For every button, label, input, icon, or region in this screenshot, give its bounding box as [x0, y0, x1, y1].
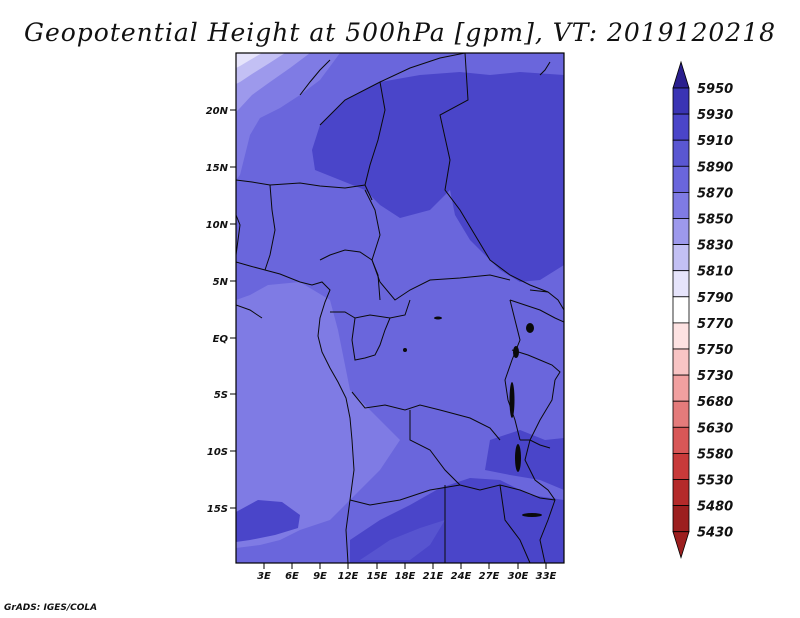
- lon-tick-27E: 27E: [479, 563, 500, 582]
- lakes: [403, 316, 542, 517]
- colorbar-swatch: [672, 139, 690, 167]
- colorbar-label: 5630: [697, 421, 733, 436]
- lon-tick-21E: 21E: [423, 563, 444, 582]
- grads-credit: GrADS: IGES/COLA: [4, 603, 98, 613]
- lon-label-15E: 15E: [367, 571, 388, 582]
- lon-tick-3E: 3E: [257, 563, 271, 582]
- contour-band-5850: [236, 282, 400, 548]
- colorbar-swatch: [672, 374, 690, 402]
- lat-label-5S: 5S: [214, 390, 228, 401]
- lat-tick-15S: 15S: [207, 504, 236, 515]
- colorbar-swatch: [672, 87, 690, 115]
- colorbar-label: 5850: [697, 213, 733, 228]
- lat-axis: 20N 15N 10N 5N EQ 5S: [206, 106, 236, 515]
- lon-tick-30E: 30E: [508, 563, 529, 582]
- lon-label-27E: 27E: [479, 571, 500, 582]
- colorbar-label: 5730: [697, 369, 733, 384]
- colorbar-swatch: [672, 348, 690, 376]
- lat-tick-EQ: EQ: [213, 334, 236, 345]
- colorbar-top-arrow: [672, 60, 690, 89]
- lat-tick-15N: 15N: [206, 163, 236, 174]
- colorbar-label: 5770: [697, 317, 733, 332]
- contour-band-5790: [236, 53, 262, 68]
- lon-tick-12E: 12E: [338, 563, 359, 582]
- lat-label-10S: 10S: [207, 447, 228, 458]
- lon-label-6E: 6E: [285, 571, 299, 582]
- lat-tick-20N: 20N: [206, 106, 236, 117]
- colorbar-label: 5890: [697, 160, 733, 175]
- colorbar-swatch: [672, 479, 690, 507]
- contour-fill: [236, 53, 564, 563]
- colorbar-label: 5750: [697, 343, 733, 358]
- contour-band-5890-sw: [236, 500, 300, 542]
- colorbar-swatch: [672, 426, 690, 454]
- contour-band-5880-south: [360, 520, 445, 560]
- lon-label-12E: 12E: [338, 571, 359, 582]
- lon-tick-9E: 9E: [313, 563, 327, 582]
- lat-label-15N: 15N: [206, 163, 229, 174]
- lon-label-21E: 21E: [423, 571, 444, 582]
- lon-tick-33E: 33E: [536, 563, 557, 582]
- lon-tick-6E: 6E: [285, 563, 299, 582]
- lon-tick-18E: 18E: [395, 563, 416, 582]
- colorbar-label: 5530: [697, 474, 733, 489]
- lon-label-3E: 3E: [257, 571, 271, 582]
- colorbar-label: 5480: [697, 500, 733, 515]
- contour-band-5890-north: [312, 72, 564, 282]
- lat-label-EQ: EQ: [213, 334, 229, 345]
- colorbar-swatch: [672, 296, 690, 324]
- colorbar-label: 5810: [697, 265, 733, 280]
- map-panel: 20N 15N 10N 5N EQ 5S: [206, 52, 565, 582]
- colorbar-label: 5830: [697, 239, 733, 254]
- map-frame: [235, 52, 565, 564]
- lat-label-10N: 10N: [206, 220, 229, 231]
- colorbar-label: 5930: [697, 108, 733, 123]
- colorbar-swatch: [672, 113, 690, 141]
- lon-tick-24E: 24E: [451, 563, 472, 582]
- colorbar: 5950 5930 5910 5890 5870 5850 5830 5810 5790 5770…: [672, 60, 733, 560]
- colorbar-swatch: [672, 505, 690, 533]
- colorbar-swatch: [672, 165, 690, 193]
- country-borders: [236, 53, 564, 563]
- lon-tick-15E: 15E: [367, 563, 388, 582]
- colorbar-swatch: [672, 400, 690, 428]
- colorbar-label: 5910: [697, 134, 733, 149]
- colorbar-swatch: [672, 218, 690, 246]
- colorbar-swatch: [672, 322, 690, 350]
- lat-tick-5S: 5S: [214, 390, 236, 401]
- lon-axis: 3E 6E 9E 12E 15E 18E 21E 24E 27E 30E 33E: [257, 563, 557, 582]
- lon-label-33E: 33E: [536, 571, 557, 582]
- colorbar-swatch: [672, 244, 690, 272]
- lon-label-30E: 30E: [508, 571, 529, 582]
- colorbar-bottom-arrow: [672, 531, 690, 560]
- lon-label-18E: 18E: [395, 571, 416, 582]
- lat-label-15S: 15S: [207, 504, 228, 515]
- colorbar-swatch: [672, 270, 690, 298]
- colorbar-label: 5790: [697, 291, 733, 306]
- colorbar-swatch: [672, 191, 690, 219]
- lat-tick-10S: 10S: [207, 447, 236, 458]
- lat-tick-5N: 5N: [213, 277, 236, 288]
- lon-label-24E: 24E: [451, 571, 472, 582]
- colorbar-swatch: [672, 452, 690, 480]
- lat-label-5N: 5N: [213, 277, 229, 288]
- lat-tick-10N: 10N: [206, 220, 236, 231]
- map-title: Geopotential Height at 500hPa [gpm], VT:…: [23, 18, 777, 47]
- colorbar-label: 5430: [697, 526, 733, 541]
- colorbar-label: 5870: [697, 186, 733, 201]
- colorbar-label: 5580: [697, 447, 733, 462]
- lat-label-20N: 20N: [206, 106, 229, 117]
- colorbar-label: 5680: [697, 395, 733, 410]
- lon-label-9E: 9E: [313, 571, 327, 582]
- colorbar-label: 5950: [697, 82, 733, 97]
